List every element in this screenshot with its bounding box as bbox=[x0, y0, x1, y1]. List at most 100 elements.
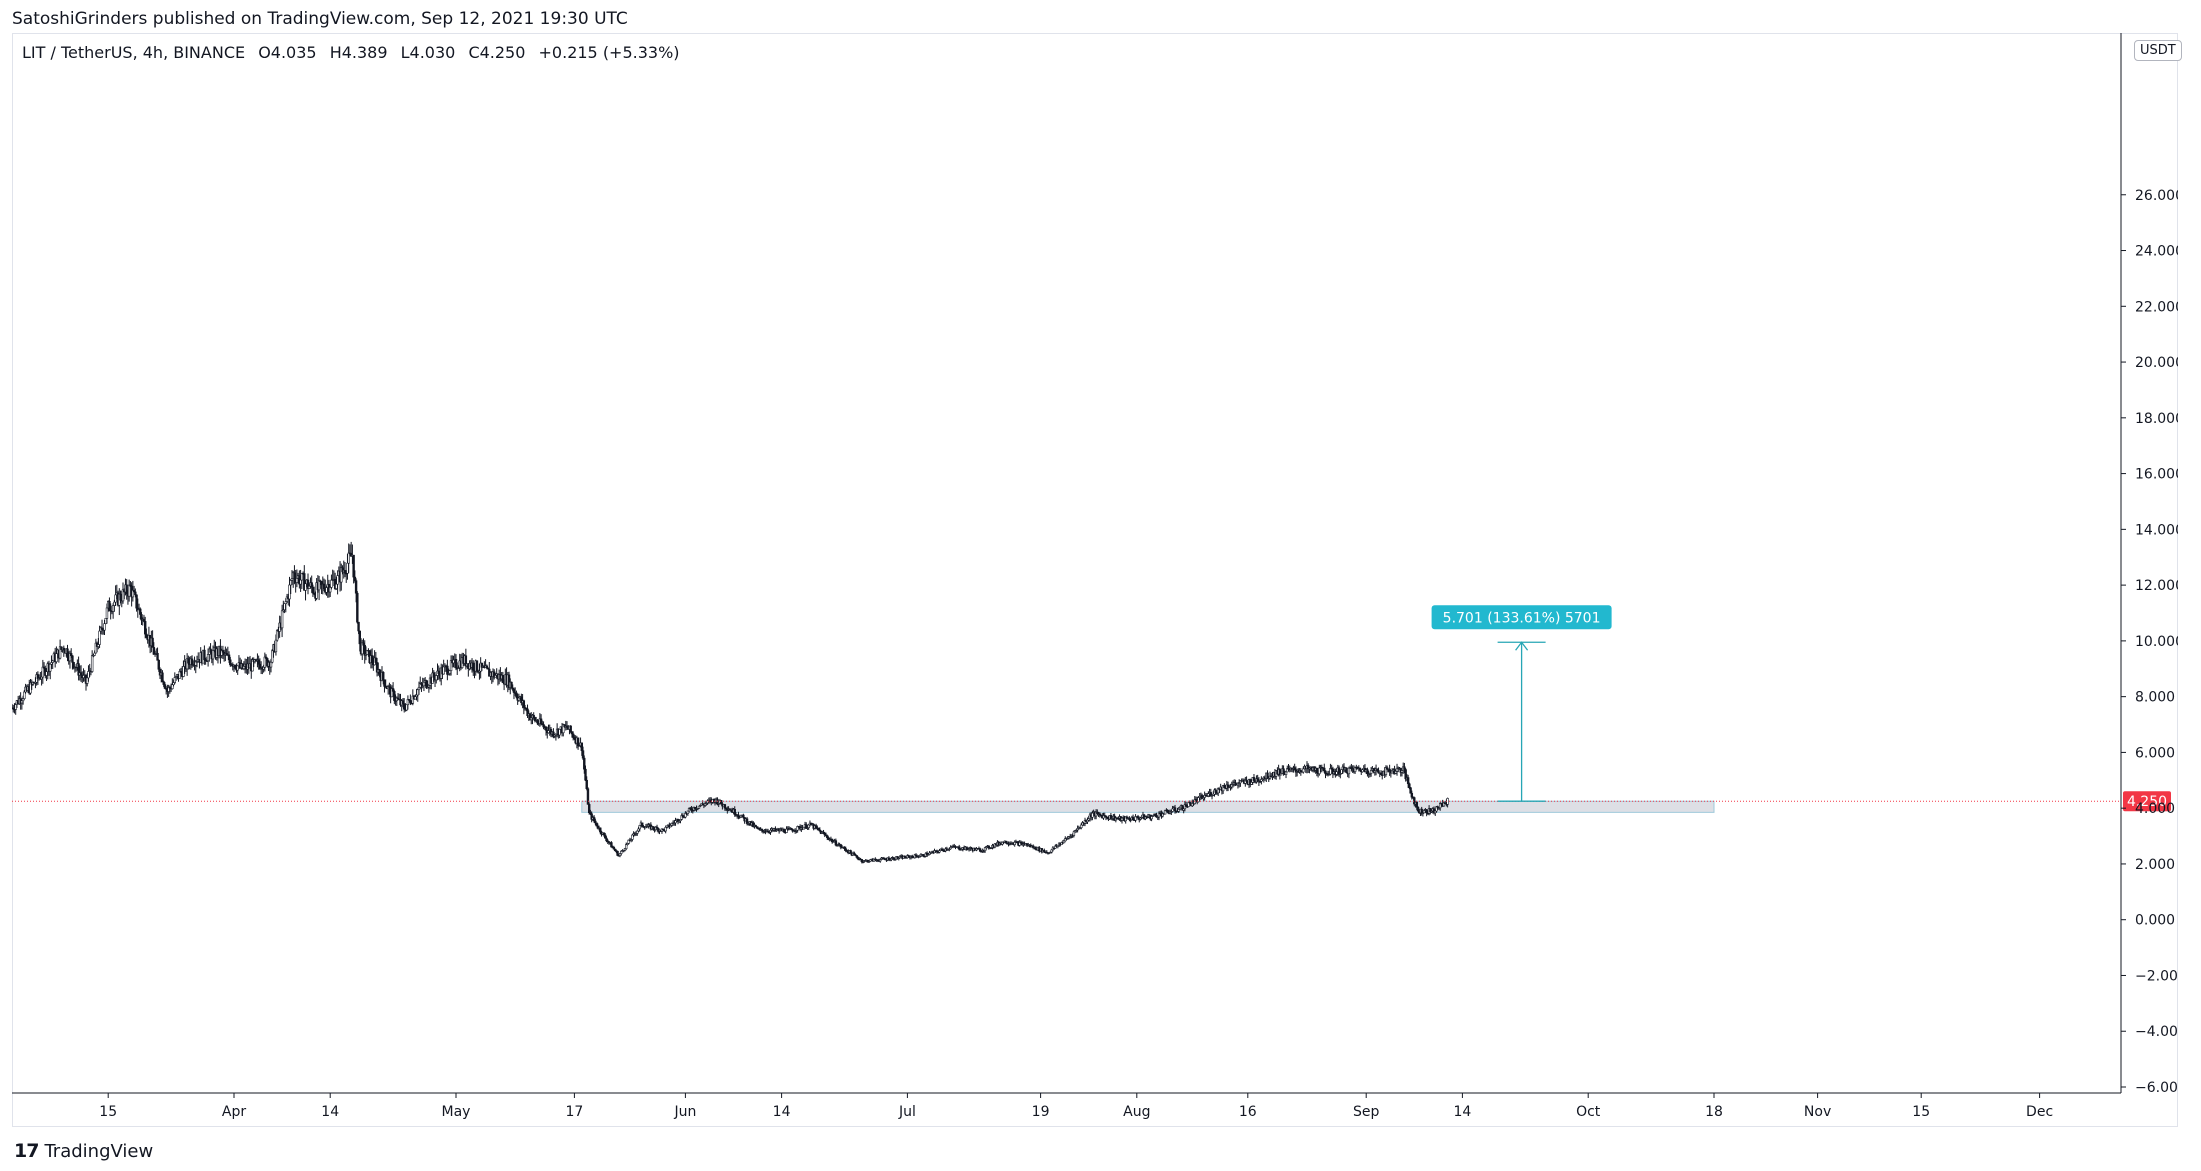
candle-body bbox=[111, 605, 115, 612]
candle-body bbox=[624, 844, 628, 850]
candle-body bbox=[716, 798, 719, 805]
candle-body bbox=[1266, 772, 1269, 779]
candle-body bbox=[190, 658, 194, 666]
candle-body bbox=[814, 825, 818, 828]
publisher-caption: SatoshiGrinders published on TradingView… bbox=[12, 9, 628, 29]
x-tick-label: Apr bbox=[222, 1104, 246, 1120]
candle-body bbox=[1004, 840, 1008, 844]
candle-body bbox=[661, 828, 665, 831]
candle-body bbox=[58, 646, 62, 659]
candle-body bbox=[274, 639, 278, 653]
x-tick-label: 18 bbox=[1705, 1104, 1723, 1120]
candle-body bbox=[227, 654, 231, 661]
y-tick-label: 2.000 bbox=[2135, 857, 2175, 873]
candle-body bbox=[927, 854, 930, 856]
y-tick-label: 8.000 bbox=[2135, 690, 2175, 706]
candle-body bbox=[1293, 767, 1296, 771]
candle-body bbox=[697, 805, 701, 809]
y-tick-label: 12.000 bbox=[2135, 578, 2178, 594]
candle-body bbox=[517, 697, 521, 701]
tradingview-logo[interactable]: 17 TradingView bbox=[14, 1140, 153, 1162]
y-tick-label: 0.000 bbox=[2135, 913, 2175, 929]
candle-body bbox=[839, 844, 843, 848]
candle-body bbox=[362, 642, 365, 646]
candle-body bbox=[289, 580, 292, 586]
candle-body bbox=[151, 637, 154, 648]
candle-body bbox=[1124, 816, 1127, 822]
candle-body bbox=[539, 718, 543, 724]
candle-body bbox=[627, 839, 630, 844]
candle-body bbox=[1415, 801, 1418, 808]
candle-body bbox=[162, 681, 165, 685]
x-tick-label: 19 bbox=[1032, 1104, 1050, 1120]
candle-body bbox=[452, 659, 455, 664]
candle-body bbox=[890, 858, 893, 861]
candle-body bbox=[616, 850, 619, 856]
candle-body bbox=[544, 726, 548, 731]
chart-area[interactable]: 4.250 5.701 (133.61%) 5701 26.000 24.000 22… bbox=[12, 33, 2178, 1127]
x-tick-label: 15 bbox=[99, 1104, 117, 1120]
candle-body bbox=[402, 703, 406, 710]
candle-body bbox=[92, 655, 95, 657]
candle-body bbox=[510, 681, 513, 689]
candle-body bbox=[182, 666, 185, 677]
candle-body bbox=[1080, 824, 1083, 829]
candle-body bbox=[41, 666, 45, 678]
candlestick-chart[interactable]: 4.250 5.701 (133.61%) 5701 26.000 24.000 22… bbox=[12, 33, 2178, 1127]
candle-body bbox=[923, 856, 926, 858]
candle-body bbox=[49, 663, 52, 672]
candle-body bbox=[978, 848, 982, 852]
candle-body bbox=[409, 700, 412, 704]
candle-body bbox=[1307, 765, 1310, 770]
candle-body bbox=[1358, 767, 1362, 771]
candle-body bbox=[156, 652, 159, 661]
candle-body bbox=[280, 610, 284, 629]
candle-body bbox=[533, 717, 537, 721]
candle-body bbox=[684, 812, 687, 818]
legend-open: O4.035 bbox=[258, 43, 317, 62]
candle-body bbox=[1013, 841, 1016, 845]
candle-body bbox=[425, 680, 428, 688]
candle-body bbox=[637, 828, 640, 832]
candle-body bbox=[576, 737, 580, 747]
x-tick-label: 14 bbox=[321, 1104, 339, 1120]
candle-body bbox=[1161, 813, 1164, 817]
candle-body bbox=[104, 618, 107, 624]
candle-body bbox=[641, 822, 644, 827]
candle-body bbox=[211, 650, 215, 660]
currency-badge[interactable]: USDT bbox=[2134, 40, 2182, 61]
candle-body bbox=[152, 647, 156, 655]
candle-body bbox=[322, 583, 326, 590]
candle-body bbox=[1104, 815, 1108, 818]
legend-high: H4.389 bbox=[329, 43, 388, 62]
candle-body bbox=[547, 730, 550, 734]
candle-body bbox=[358, 630, 361, 645]
candle-body bbox=[131, 590, 135, 598]
candle-body bbox=[66, 648, 69, 658]
candle-body bbox=[745, 818, 749, 824]
candle-body bbox=[257, 659, 260, 665]
y-tick-label: 10.000 bbox=[2135, 634, 2178, 650]
candle-body bbox=[580, 742, 584, 751]
candle-body bbox=[203, 649, 206, 661]
candle-body bbox=[860, 859, 863, 862]
measure-arrow-icon bbox=[1515, 641, 1529, 651]
candle-body bbox=[352, 554, 355, 578]
candle-body bbox=[949, 847, 952, 850]
candle-body bbox=[957, 846, 961, 850]
candle-body bbox=[98, 630, 101, 645]
candle-body bbox=[1409, 787, 1412, 794]
candle-body bbox=[454, 659, 458, 669]
candle-body bbox=[172, 682, 175, 686]
candle-body bbox=[1421, 812, 1425, 814]
candle-body bbox=[356, 592, 359, 623]
candle-body bbox=[849, 850, 852, 854]
candle-body bbox=[760, 828, 764, 831]
candle-body bbox=[922, 854, 925, 857]
candle-body bbox=[532, 714, 535, 718]
candle-body bbox=[1234, 782, 1237, 785]
y-tick-label: 24.000 bbox=[2135, 244, 2178, 260]
candle-body bbox=[1221, 785, 1225, 792]
candle-body bbox=[569, 725, 572, 733]
candle-body bbox=[1177, 808, 1180, 812]
